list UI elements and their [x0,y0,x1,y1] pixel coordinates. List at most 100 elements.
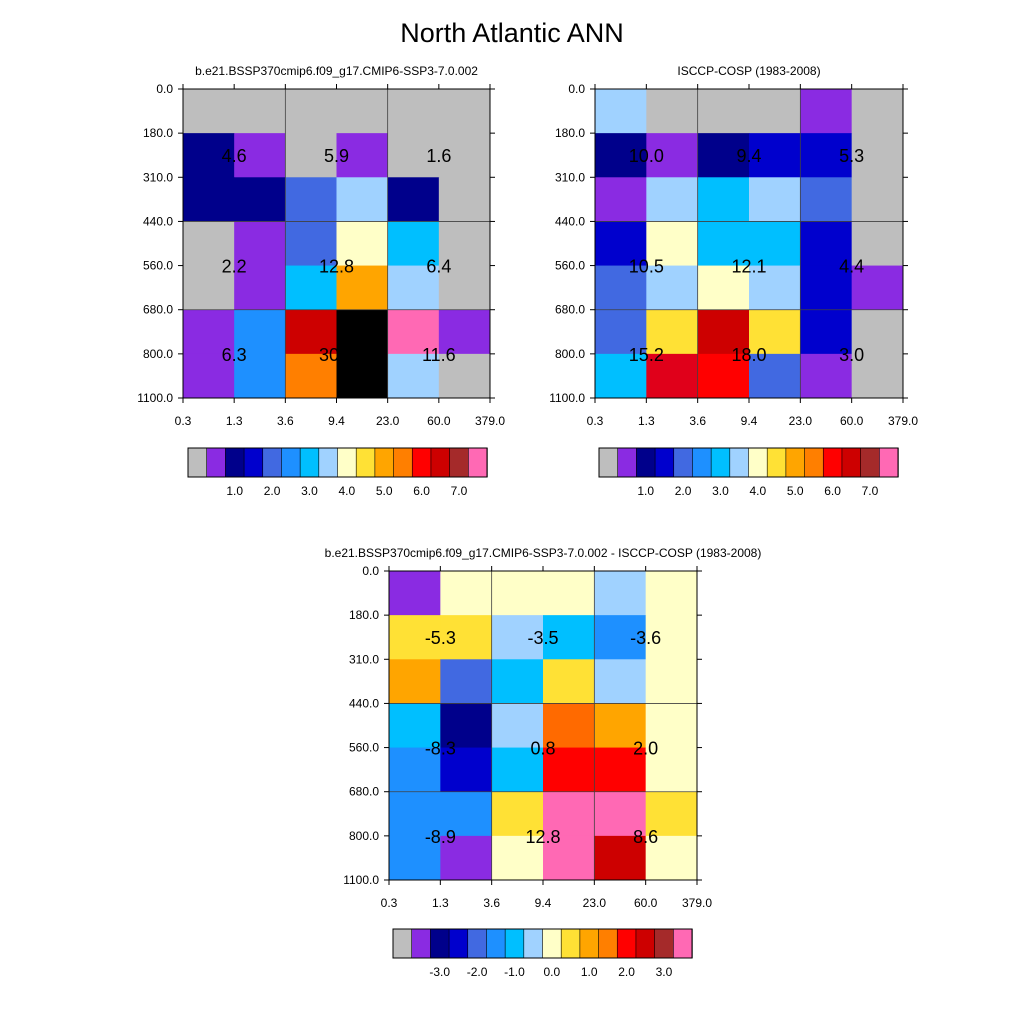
heatmap-cell [336,309,389,355]
y-tick-label: 560.0 [349,741,379,755]
x-tick-label: 3.6 [483,896,500,910]
heatmap-cell [749,89,801,134]
heatmap-cell [697,353,750,399]
heatmap-cell [543,615,595,660]
colorbar-swatch [560,928,581,959]
colorbar-label: 4.0 [749,484,766,498]
y-tick-label: 680.0 [143,303,173,317]
x-tick-label: 1.3 [638,414,655,428]
block-value-label: 18.0 [731,345,766,365]
heatmap-cell [234,89,286,134]
y-tick-label: 180.0 [555,126,585,140]
main-title: North Atlantic ANN [400,18,624,48]
heatmap-cell [389,703,441,749]
heatmap-cell [851,353,904,399]
heatmap-cell [594,703,647,749]
heatmap-cell [594,747,647,793]
heatmap-cell [491,571,544,616]
colorbar-swatch [281,447,301,478]
heatmap-cell [387,309,440,355]
y-tick-label: 440.0 [555,214,585,228]
heatmap-cell [595,133,647,178]
heatmap-cell [594,659,647,704]
colorbar-label: 7.0 [862,484,879,498]
colorbar-swatch [187,447,208,478]
heatmap-cell [749,309,801,355]
heatmap-cell [491,791,544,837]
heatmap-cell [438,177,491,222]
heatmap-cell [800,353,853,399]
y-tick-label: 1100.0 [549,391,585,405]
heatmap-cell [387,89,440,134]
heatmap-cell [491,835,544,881]
heatmap-cell [749,221,801,267]
heatmap-cell [800,133,853,178]
colorbar-label: -3.0 [429,965,450,979]
y-tick-label: 310.0 [349,652,379,666]
y-tick-label: 440.0 [143,214,173,228]
colorbar-swatch [616,928,637,959]
heatmap-cell [749,133,801,178]
heatmap-cell [595,265,647,311]
block-value-label: -8.3 [425,739,456,759]
x-tick-label: 1.3 [432,896,449,910]
block-value-label: 3.0 [839,345,864,365]
heatmap-cell [234,221,286,267]
heatmap-cell [594,791,647,837]
x-tick-label: 60.0 [634,896,658,910]
colorbar-swatch [468,447,488,478]
colorbar-swatch [654,447,675,478]
heatmap-cell [438,89,491,134]
heatmap-cell [183,309,235,355]
x-tick-label: 9.4 [328,414,345,428]
block-value-label: -8.9 [425,827,456,847]
colorbar-swatch [654,928,675,959]
x-tick-label: 3.6 [689,414,706,428]
heatmap-cell [646,133,699,178]
heatmap-cell [543,791,595,837]
heatmap-cell [438,353,491,399]
block-value-label: 6.3 [222,345,247,365]
colorbar-frame [598,447,899,478]
heatmap-cell [697,265,750,311]
colorbar-label: 7.0 [451,484,468,498]
colorbar-swatch [523,928,544,959]
colorbar-swatch [355,447,376,478]
heatmap-cell [440,703,493,749]
heatmap-cell [594,835,647,881]
colorbar-label: 4.0 [338,484,355,498]
y-tick-label: 310.0 [143,170,173,184]
block-value-label: 2.0 [633,739,658,759]
colorbar-swatch [467,928,488,959]
y-tick-label: 800.0 [143,347,173,361]
x-tick-label: 379.0 [888,414,918,428]
heatmap-cell [543,703,595,749]
heatmap-cell [800,309,853,355]
colorbar-swatch [617,447,638,478]
colorbar-frame [187,447,488,478]
heatmap-cell [646,221,699,267]
heatmap-cell [285,309,337,355]
block-value-label: 9.4 [736,146,761,166]
heatmap-cell [285,89,337,134]
x-tick-label: 9.4 [741,414,758,428]
heatmap-cell [851,221,904,267]
heatmap-cell [697,309,750,355]
heatmap-cell [851,133,904,178]
heatmap-cell [387,133,440,178]
colorbar-swatch [635,928,656,959]
y-tick-label: 180.0 [143,126,173,140]
heatmap-cell [851,309,904,355]
block-value-label: 1.6 [426,146,451,166]
colorbar-label: 0.0 [543,965,560,979]
colorbar-label: 3.0 [656,965,673,979]
heatmap-cell [595,177,647,222]
heatmap-cell [234,177,286,222]
heatmap-cell [285,353,337,399]
heatmap-cell [336,265,389,311]
heatmap-cell [183,265,235,311]
heatmap-cell [336,133,389,178]
y-tick-label: 560.0 [555,259,585,273]
colorbar-label: 6.0 [413,484,430,498]
